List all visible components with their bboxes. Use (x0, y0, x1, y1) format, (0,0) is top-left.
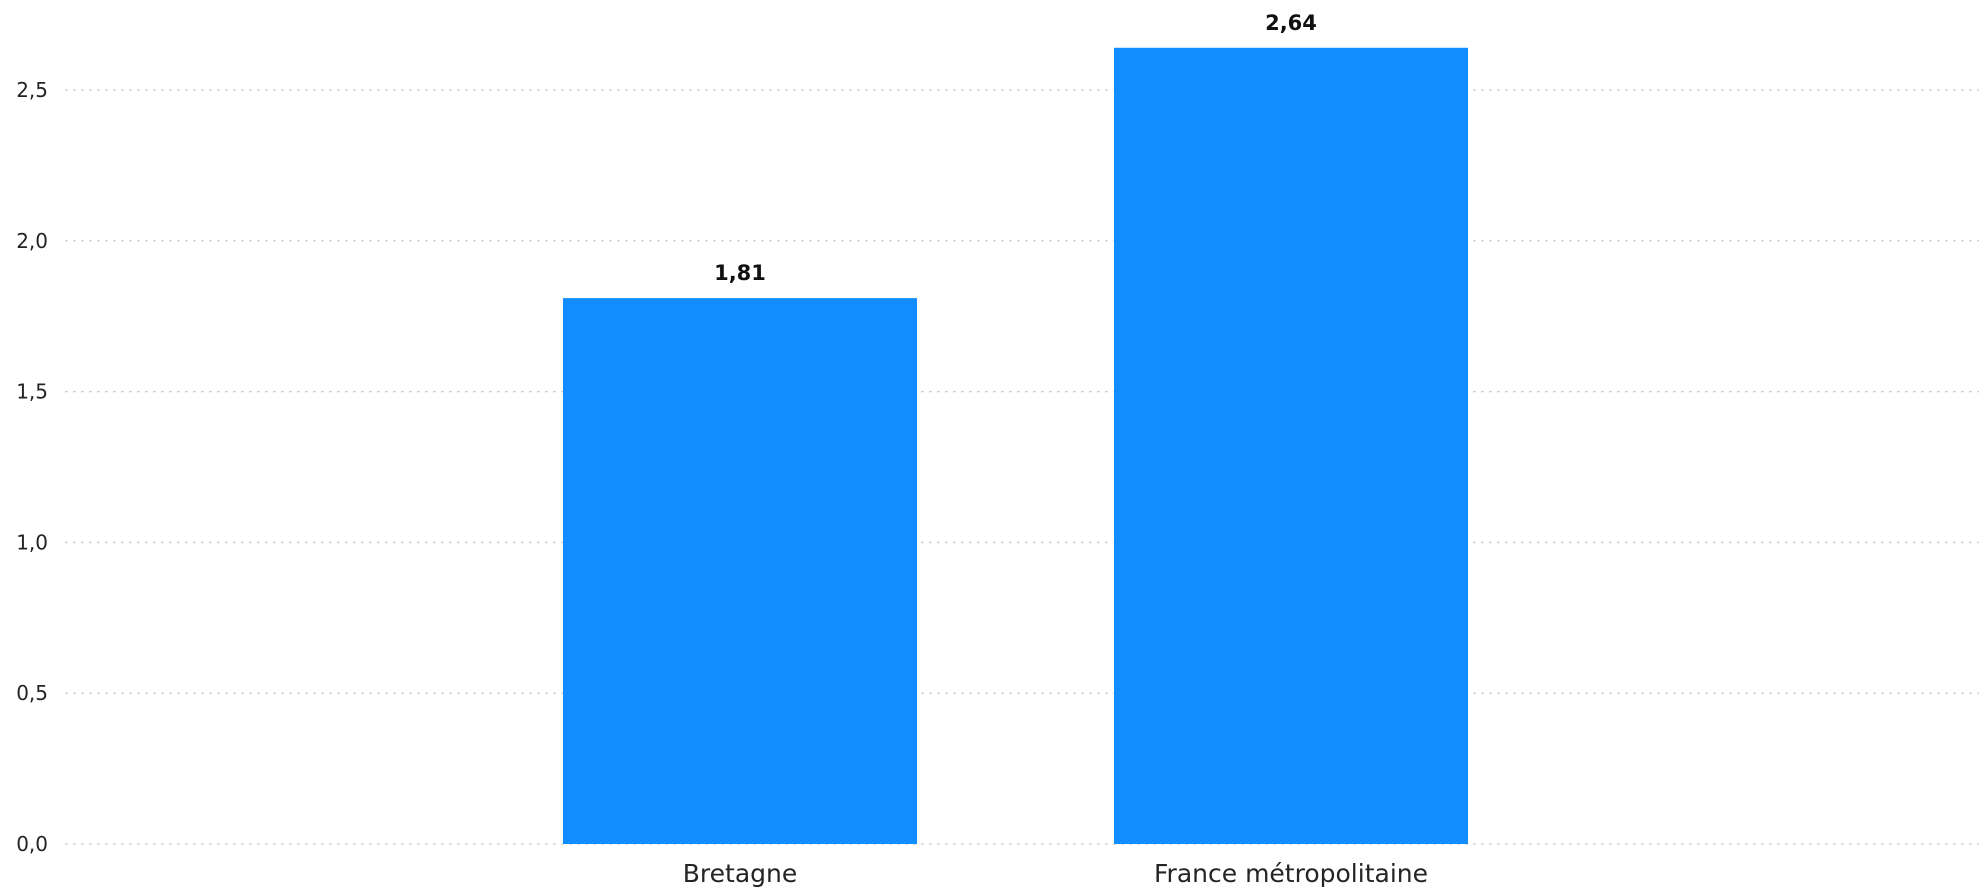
data-labels: 1,81 2,64 (714, 11, 1317, 285)
y-tick-label: 2,0 (16, 229, 48, 253)
y-tick-label: 2,5 (16, 78, 48, 102)
gridlines (65, 89, 1979, 845)
y-tick-label: 0,0 (16, 832, 48, 856)
x-axis-category-labels: Bretagne France métropolitaine (683, 859, 1428, 888)
bars (563, 47, 1468, 844)
x-category-label: France métropolitaine (1154, 859, 1428, 888)
data-label: 1,81 (714, 261, 766, 285)
bar[interactable] (563, 298, 917, 844)
data-label: 2,64 (1265, 11, 1317, 35)
y-tick-label: 1,0 (16, 530, 48, 554)
y-tick-label: 0,5 (16, 681, 48, 705)
bar[interactable] (1114, 47, 1468, 844)
y-tick-label: 1,5 (16, 380, 48, 404)
x-category-label: Bretagne (683, 859, 797, 888)
y-axis-tick-labels: 0,0 0,5 1,0 1,5 2,0 2,5 (16, 78, 48, 856)
